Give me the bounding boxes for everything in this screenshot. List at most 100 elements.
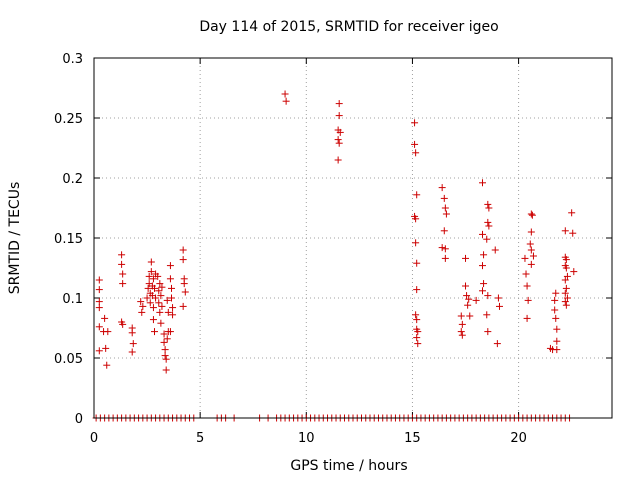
data-point (149, 316, 157, 324)
data-point (128, 348, 136, 356)
data-point (484, 200, 492, 208)
data-point (480, 251, 488, 259)
data-point (529, 252, 537, 260)
data-point (160, 330, 168, 338)
data-point (103, 361, 111, 369)
data-point (561, 298, 569, 306)
data-point (569, 229, 577, 237)
data-point (104, 328, 112, 336)
data-point (491, 246, 499, 254)
data-point (102, 344, 110, 352)
data-point (553, 325, 561, 333)
data-point (466, 312, 474, 320)
data-point (568, 209, 576, 217)
data-point (458, 320, 466, 328)
data-point (138, 308, 146, 316)
data-point (485, 204, 493, 212)
data-point (158, 302, 166, 310)
grid-lines (94, 58, 612, 418)
data-point (484, 292, 492, 300)
data-point (457, 312, 465, 320)
data-point (440, 194, 448, 202)
data-point (413, 334, 421, 342)
data-point (528, 211, 536, 219)
data-point (156, 280, 164, 288)
data-point (465, 295, 473, 303)
data-point (480, 280, 488, 288)
data-point (334, 156, 342, 164)
data-point (485, 222, 493, 230)
y-tick-label: 0 (75, 412, 83, 427)
x-tick-label: 0 (90, 431, 98, 446)
chart-title: Day 114 of 2015, SRMTID for receiver ige… (199, 19, 498, 35)
data-point (527, 260, 535, 268)
data-point (522, 270, 530, 278)
data-point (157, 319, 165, 327)
data-point (413, 191, 421, 199)
data-point (562, 256, 570, 264)
data-point (552, 289, 560, 297)
data-point (553, 337, 561, 345)
data-point (162, 355, 170, 363)
data-point (521, 254, 529, 262)
y-tick-label: 0.3 (62, 52, 83, 67)
data-point (139, 302, 147, 310)
data-point (147, 268, 155, 276)
data-point (523, 282, 531, 290)
y-tick-label: 0.05 (54, 352, 83, 367)
data-point (479, 179, 486, 187)
data-point (154, 272, 162, 280)
data-point (149, 304, 157, 312)
data-point (411, 140, 419, 148)
data-point (413, 286, 421, 294)
y-tick-label: 0.2 (62, 172, 83, 187)
data-point (563, 294, 571, 302)
data-point (146, 299, 154, 307)
data-point (129, 340, 137, 348)
data-point (562, 264, 570, 272)
data-point (412, 149, 420, 157)
data-point (484, 328, 492, 336)
data-point (464, 301, 472, 309)
data-point (553, 346, 561, 354)
data-point (95, 276, 103, 284)
data-point (167, 284, 175, 292)
data-point (119, 320, 127, 328)
x-tick-label: 5 (196, 431, 204, 446)
x-axis-title: GPS time / hours (290, 458, 407, 474)
data-point (179, 256, 187, 264)
data-point (166, 328, 174, 336)
data-point (440, 227, 448, 235)
data-point (438, 244, 446, 252)
data-point (561, 289, 569, 297)
data-point (458, 331, 466, 339)
data-point (179, 246, 187, 254)
data-point (412, 311, 420, 319)
data-point (472, 296, 480, 304)
data-point (463, 292, 471, 300)
data-point (119, 280, 127, 288)
data-point (163, 335, 171, 343)
data-point (282, 97, 290, 105)
data-point (562, 284, 570, 292)
data-point (101, 314, 109, 322)
data-point (561, 276, 569, 284)
data-point (147, 258, 155, 266)
data-point (483, 311, 491, 319)
data-point (335, 139, 343, 147)
data-point (411, 119, 419, 127)
data-point (164, 308, 172, 316)
data-point (181, 288, 189, 296)
y-axis-title: SRMTID / TECUs (7, 182, 23, 295)
data-point (414, 340, 422, 348)
data-point (527, 228, 535, 236)
y-tick-label: 0.15 (54, 232, 83, 247)
data-point (495, 302, 503, 310)
data-point (336, 128, 344, 136)
data-point (551, 296, 559, 304)
data-point (552, 314, 560, 322)
data-point (151, 328, 159, 336)
data-point (167, 294, 175, 302)
